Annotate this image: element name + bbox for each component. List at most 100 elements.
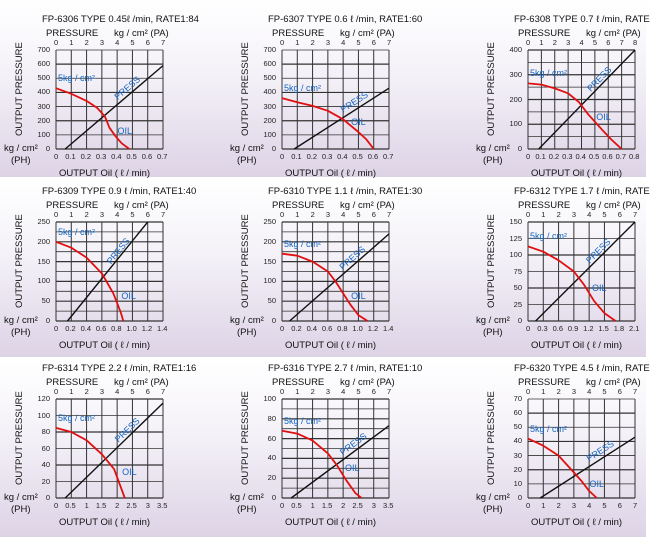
y-tick-label: 600 xyxy=(263,59,276,69)
y-tick-label: 100 xyxy=(509,119,522,129)
chart-panel: FP-6316 TYPE 2.7 ℓ /min, RATE1:10 PRESSUR… xyxy=(215,360,431,537)
top-tick-label: 0 xyxy=(280,210,285,219)
x-tick-label: 0 xyxy=(526,152,531,161)
top-tick-label: 1 xyxy=(69,38,74,47)
y-tick-label: 125 xyxy=(509,233,522,243)
y-tick-label: 300 xyxy=(263,101,276,111)
top-tick-label: 3 xyxy=(571,210,577,219)
top-tick-label: 2 xyxy=(84,387,89,396)
ph-unit-paren: (PH) xyxy=(483,327,503,338)
input-pressure-label: 5kg / cm² xyxy=(530,68,568,79)
press-line xyxy=(290,425,390,499)
y-tick-label: 40 xyxy=(41,460,50,469)
top-tick-label: 5 xyxy=(130,38,135,47)
x-tick-label: 0.4 xyxy=(80,324,91,333)
x-tick-label: 0.6 xyxy=(367,152,379,161)
press-line xyxy=(66,221,149,322)
y-tick-label: 600 xyxy=(37,59,50,69)
y-tick-label: 200 xyxy=(263,236,276,246)
top-tick-label: 7 xyxy=(161,210,166,219)
x-axis-label: OUTPUT Oil ( ℓ / min) xyxy=(285,168,377,179)
x-tick-label: 2.1 xyxy=(629,324,640,333)
x-tick-label: 0.2 xyxy=(548,152,560,161)
pressure-unit: kg / cm² (PA) xyxy=(114,377,169,388)
y-tick-label: 40 xyxy=(267,453,276,463)
x-tick-label: 2 xyxy=(556,501,561,510)
x-axis-label: OUTPUT Oil ( ℓ / min) xyxy=(59,168,151,179)
y-tick-label: 60 xyxy=(513,408,522,418)
press-line xyxy=(64,402,164,499)
press-line xyxy=(538,49,636,150)
x-tick-label: 0.2 xyxy=(80,152,91,161)
top-tick-label: 4 xyxy=(115,387,120,396)
top-tick-label: 2 xyxy=(310,210,315,219)
x-tick-label: 1.8 xyxy=(613,324,625,333)
pressure-label: PRESSURE xyxy=(518,28,571,39)
x-tick-label: 3.5 xyxy=(157,501,168,510)
ph-unit-paren: (PH) xyxy=(11,155,31,166)
ph-unit: kg / cm² xyxy=(476,492,510,503)
top-tick-label: 2 xyxy=(310,387,315,396)
oil-label: OIL xyxy=(345,463,360,474)
chart-panel: FP-6314 TYPE 2.2 ℓ /min, RATE1:16 PRESSUR… xyxy=(0,360,216,537)
ph-unit-paren: (PH) xyxy=(237,155,257,166)
x-tick-label: 3.5 xyxy=(383,501,394,510)
top-tick-label: 4 xyxy=(587,387,592,396)
plot-area xyxy=(281,398,390,499)
y-tick-label: 700 xyxy=(263,45,276,54)
x-axis-label: OUTPUT Oil ( ℓ / min) xyxy=(59,340,151,351)
chart-title: FP-6306 TYPE 0.45ℓ /min, RATE1:84 xyxy=(42,14,199,25)
x-tick-label: 7 xyxy=(633,501,638,510)
pressure-unit: kg / cm² (PA) xyxy=(586,28,641,39)
chart-panel: FP-6306 TYPE 0.45ℓ /min, RATE1:84 PRESSUR… xyxy=(0,0,216,179)
x-tick-label: 6 xyxy=(617,501,622,510)
x-tick-label: 0.1 xyxy=(65,152,76,161)
ph-unit: kg / cm² xyxy=(4,315,38,326)
x-tick-label: 0.1 xyxy=(291,152,302,161)
top-tick-label: 7 xyxy=(161,38,166,47)
top-tick-label: 0 xyxy=(54,38,59,47)
x-tick-label: 2.5 xyxy=(352,501,363,510)
x-tick-label: 0 xyxy=(280,152,285,161)
input-pressure-label: 5kg / cm² xyxy=(530,231,568,242)
y-tick-label: 70 xyxy=(513,394,522,403)
y-tick-label: 100 xyxy=(509,250,522,259)
y-tick-label: 40 xyxy=(513,436,522,446)
pressure-label: PRESSURE xyxy=(272,377,325,388)
press-line xyxy=(289,233,390,322)
top-tick-label: 4 xyxy=(341,387,346,396)
top-tick-label: 7 xyxy=(387,210,392,219)
x-tick-label: 0.5 xyxy=(352,152,363,161)
y-tick-label: 300 xyxy=(37,101,50,111)
pressure-unit: kg / cm² (PA) xyxy=(114,28,169,39)
x-tick-label: 0 xyxy=(54,501,59,510)
x-tick-label: 0.5 xyxy=(65,501,76,510)
x-tick-label: 0.6 xyxy=(141,152,153,161)
chart-panel: FP-6308 TYPE 0.7 ℓ /min, RATE1:50 PRESSUR… xyxy=(430,0,650,179)
press-line xyxy=(535,221,636,322)
x-axis-label: OUTPUT Oil ( ℓ / min) xyxy=(531,517,623,528)
ph-unit: kg / cm² xyxy=(230,143,264,154)
input-pressure-label: 5kg / cm² xyxy=(284,415,322,426)
x-tick-label: 0.3 xyxy=(95,152,107,161)
x-axis-label: OUTPUT Oil ( ℓ / min) xyxy=(285,340,377,351)
x-tick-label: 0.2 xyxy=(291,324,302,333)
y-tick-label: 100 xyxy=(37,129,50,139)
x-tick-label: 0.4 xyxy=(337,152,348,161)
y-tick-label: 50 xyxy=(41,296,50,306)
ph-unit: kg / cm² xyxy=(476,143,510,154)
y-tick-label: 20 xyxy=(267,473,276,483)
chart-title: FP-6310 TYPE 1.1 ℓ /min, RATE1:30 xyxy=(268,186,423,197)
top-tick-label: 2 xyxy=(552,38,557,47)
chart-title: FP-6309 TYPE 0.9 ℓ /min, RATE1:40 xyxy=(42,186,197,197)
chart-title: FP-6316 TYPE 2.7 ℓ /min, RATE1:10 xyxy=(268,363,423,374)
x-tick-label: 0.6 xyxy=(602,152,613,161)
y-tick-label: 100 xyxy=(263,276,276,286)
y-tick-label: 75 xyxy=(513,266,522,276)
x-tick-label: 1.0 xyxy=(352,324,363,333)
y-tick-label: 400 xyxy=(37,87,50,97)
x-tick-label: 0 xyxy=(526,501,531,510)
pressure-unit: kg / cm² (PA) xyxy=(340,200,395,211)
x-tick-label: 0.6 xyxy=(95,324,107,333)
y-tick-label: 150 xyxy=(509,217,522,226)
